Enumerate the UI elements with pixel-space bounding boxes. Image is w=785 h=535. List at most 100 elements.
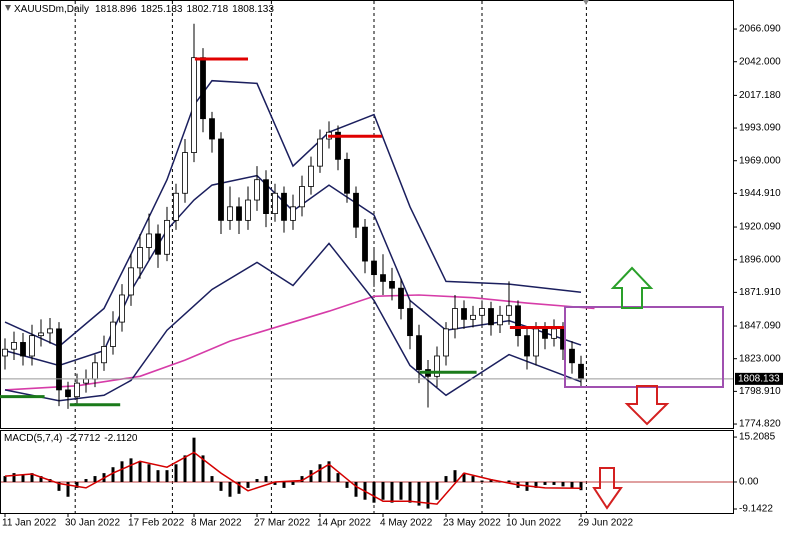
candle-body — [65, 389, 71, 398]
macd-bar — [201, 455, 205, 482]
macd-bar — [318, 464, 322, 482]
macd-bar — [30, 473, 34, 482]
macd-bar — [66, 481, 70, 497]
macd-down-arrow — [592, 467, 623, 510]
macd-bar — [435, 481, 439, 500]
candle-body — [29, 335, 35, 357]
y-tick-label: 1871.910 — [739, 287, 781, 298]
candle-body — [236, 206, 242, 221]
macd-bar — [165, 470, 169, 482]
macd-bar — [507, 480, 511, 482]
candle-body — [137, 247, 143, 269]
candle-body — [164, 219, 170, 255]
macd-bar — [444, 476, 448, 482]
macd-bar — [75, 481, 79, 488]
y-tick-label: 1847.090 — [739, 321, 781, 332]
candle-body — [110, 321, 116, 347]
y-tick-label: 1993.090 — [739, 123, 781, 134]
candle-body — [263, 179, 269, 215]
symbol-icon — [5, 5, 11, 11]
macd-bar — [147, 464, 151, 482]
macd-bar — [57, 481, 61, 491]
macd-bar — [354, 481, 358, 497]
macd-bar — [246, 481, 250, 488]
macd-bar — [255, 479, 259, 482]
macd-bar — [156, 470, 160, 482]
candle-body — [488, 308, 494, 326]
macd-bar — [534, 481, 538, 488]
candle-body — [209, 118, 215, 140]
y-tick-label: 1896.000 — [739, 254, 781, 265]
macd-bar — [219, 481, 223, 491]
x-tick-label: 10 Jun 2022 — [506, 518, 561, 529]
macd-bar — [399, 481, 403, 500]
macd-bar — [381, 481, 385, 500]
macd-bar — [570, 481, 574, 488]
candle-body — [470, 314, 476, 320]
macd-bar — [543, 481, 547, 485]
candle-body — [155, 233, 161, 255]
macd-value: -2.7712 — [66, 433, 100, 444]
candle-body — [20, 342, 26, 357]
macd-bar — [327, 461, 331, 482]
candle-body — [506, 305, 512, 316]
y-tick-label: 1774.820 — [739, 419, 781, 430]
candle-body — [11, 342, 17, 350]
candle-body — [434, 355, 440, 377]
candle-body — [218, 138, 224, 221]
period-marker — [583, 0, 589, 5]
macd-title: MACD(5,7,4) — [4, 433, 62, 444]
moving-average — [4, 294, 595, 391]
open-readout: 1818.896 — [95, 4, 137, 15]
macd-bar — [3, 476, 7, 482]
candle-body — [2, 348, 8, 357]
candle-body — [344, 158, 350, 194]
current-price-label: 1808.133 — [738, 374, 780, 385]
close-readout: 1808.133 — [232, 4, 274, 15]
macd-bar — [480, 480, 484, 482]
y-tick-label: 1944.910 — [739, 188, 781, 199]
candle-body — [254, 179, 260, 201]
macd-bar — [120, 461, 124, 482]
macd-bar — [300, 476, 304, 482]
candle-body — [569, 348, 575, 364]
candle-body — [542, 328, 548, 339]
macd-bar — [498, 481, 502, 483]
candle-body — [47, 328, 53, 334]
macd-bar — [129, 458, 133, 482]
current-price-box — [735, 372, 783, 385]
candle-body — [200, 57, 206, 120]
x-tick-label: 11 Jan 2022 — [2, 518, 57, 529]
macd-bar — [84, 479, 88, 482]
candle-body — [533, 328, 539, 357]
candle-body — [443, 328, 449, 357]
macd-bar — [174, 464, 178, 482]
candle-body — [74, 382, 80, 398]
y-tick-label: 1920.090 — [739, 222, 781, 233]
macd-bar — [210, 476, 214, 482]
candle-body — [389, 281, 395, 289]
candle-body — [317, 138, 323, 167]
x-tick-label: 30 Jan 2022 — [65, 518, 120, 529]
macd-bar — [237, 481, 241, 494]
candle-body — [128, 267, 134, 296]
candle-body — [56, 328, 62, 391]
candle-body — [479, 308, 485, 316]
macd-bar — [39, 476, 43, 482]
macd-y-tick-label: -9.1422 — [739, 504, 773, 515]
macd-bar — [93, 476, 97, 482]
chart-header: XAUUSDm,Daily 1818.896 1825.133 1802.718 180… — [14, 4, 274, 15]
high-readout: 1825.133 — [141, 4, 183, 15]
macd-panel-frame — [0, 430, 734, 514]
candle-body — [353, 192, 359, 228]
up-arrow — [610, 266, 654, 309]
macd-bar — [12, 473, 16, 482]
macd-bar — [138, 461, 142, 482]
macd-bar — [552, 481, 556, 485]
candle-body — [146, 233, 152, 248]
candle-body — [461, 308, 467, 320]
macd-bar — [561, 481, 565, 487]
macd-bar — [291, 481, 295, 485]
x-tick-label: 23 May 2022 — [443, 518, 501, 529]
